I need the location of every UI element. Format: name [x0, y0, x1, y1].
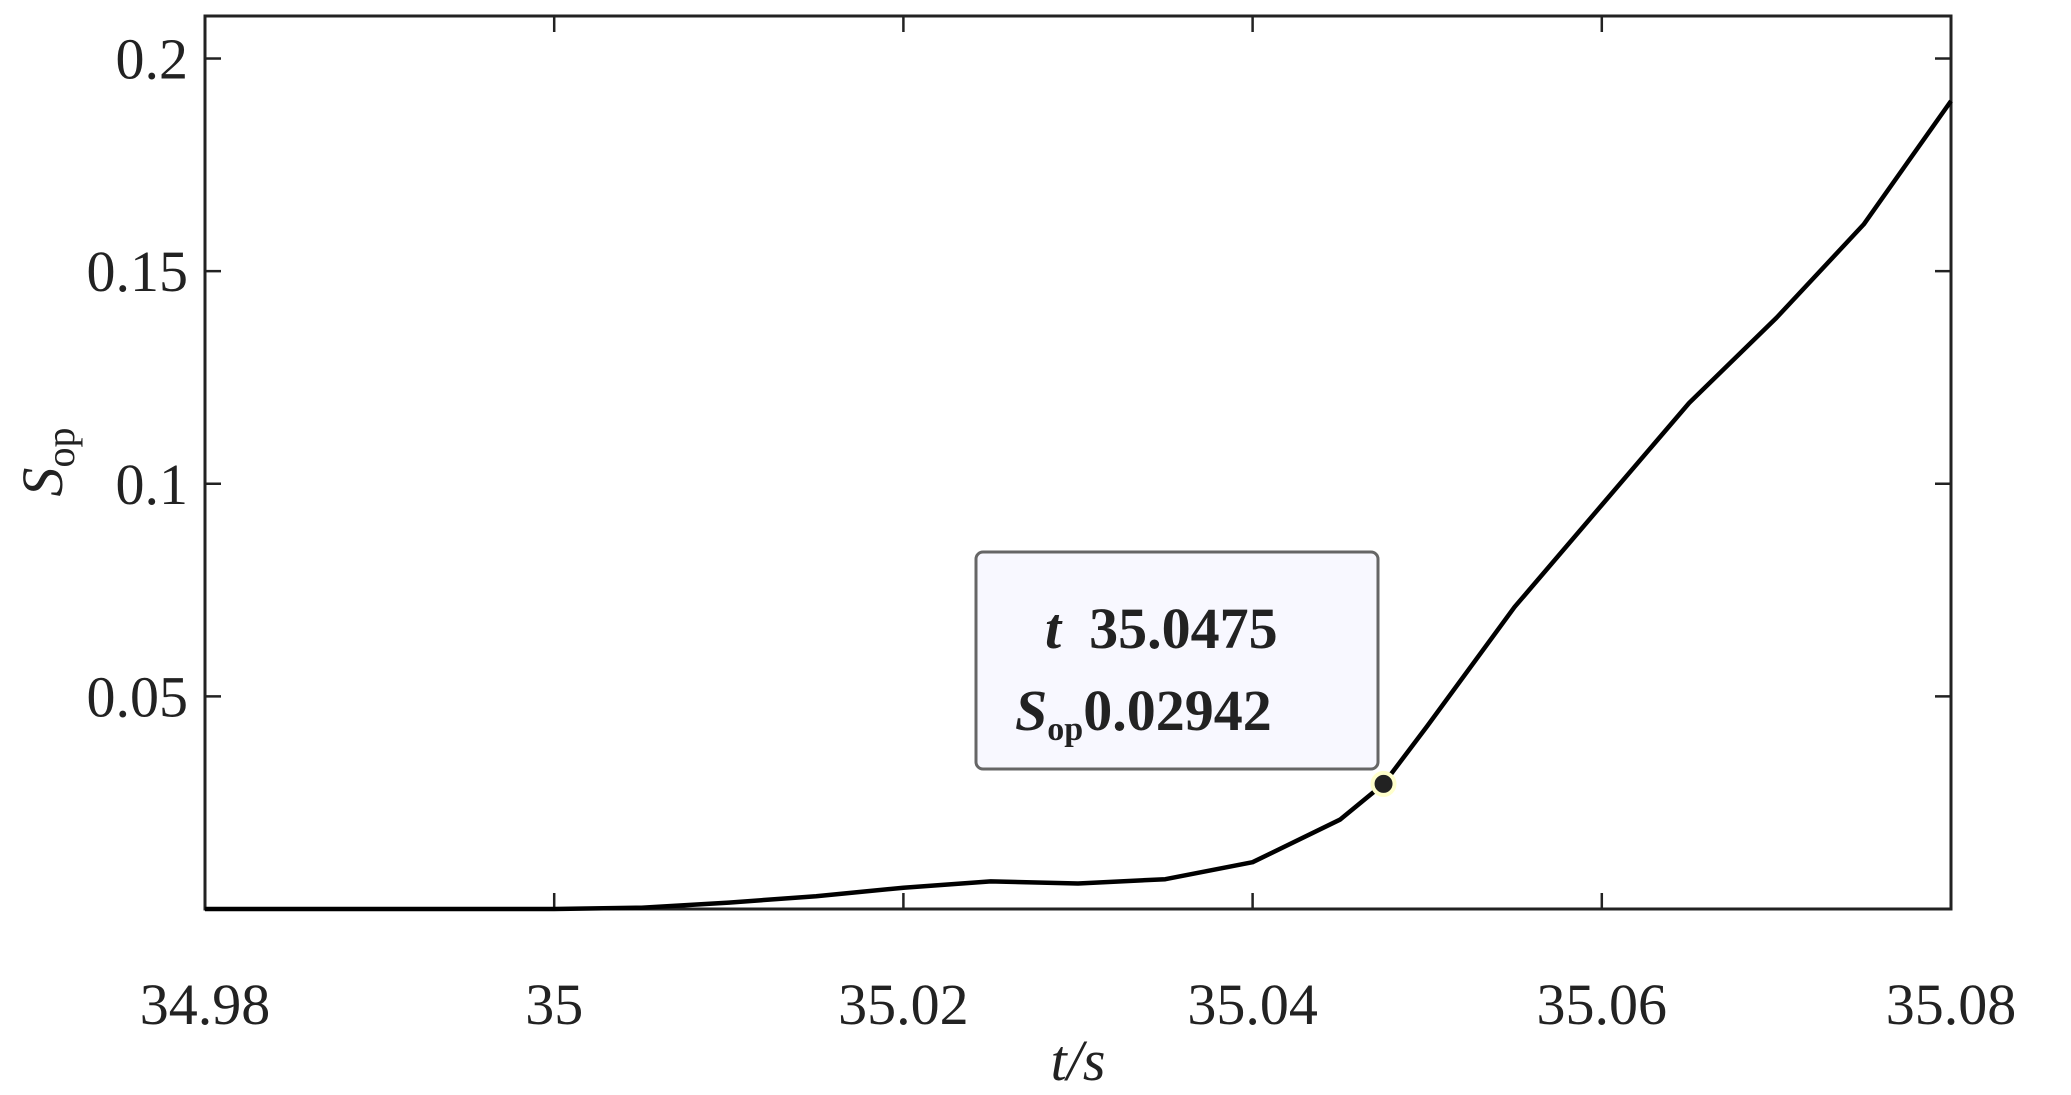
y-tick-label: 0.15 [87, 239, 189, 304]
axes-box [203, 14, 1953, 911]
y-tick-label: 0.2 [116, 27, 189, 92]
x-tick-label: 35.08 [1886, 972, 2017, 1037]
x-tick-label: 35.04 [1187, 972, 1318, 1037]
datatip-marker [1370, 770, 1397, 797]
y-axis-label: Sop [10, 428, 83, 497]
datatip-x: t 35.0475 [1045, 596, 1278, 661]
y-axis-label-sub: op [38, 428, 83, 468]
x-tick-label: 35 [525, 972, 583, 1037]
datatip-x-name: t [1045, 596, 1063, 661]
datatip-y-name-main: S [1015, 678, 1047, 743]
y-tick-label: 0.1 [116, 452, 189, 517]
x-tick-label: 35.06 [1537, 972, 1668, 1037]
datatip-x-value: 35.0475 [1089, 596, 1278, 661]
y-axis-label-main: S [10, 468, 75, 497]
datatip-y-value: 0.02942 [1083, 678, 1272, 743]
x-tick-label: 35.02 [838, 972, 969, 1037]
datatip-y-name-sub: op [1047, 711, 1083, 748]
y-tick-label: 0.05 [87, 664, 189, 729]
datatip-y: Sop0.02942 [1015, 678, 1272, 748]
data-line [205, 99, 1953, 912]
x-tick-label: 34.98 [140, 972, 271, 1037]
x-axis-label: t/s [1051, 1028, 1106, 1093]
datatip-box [974, 550, 1380, 771]
